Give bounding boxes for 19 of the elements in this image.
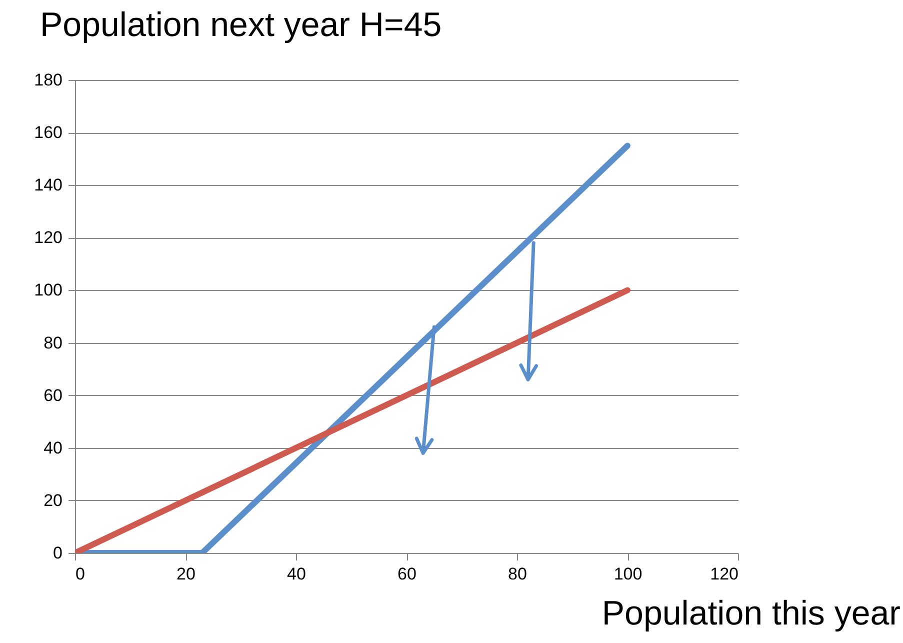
x-tick-label: 80 <box>508 564 527 584</box>
y-tick-label: 60 <box>44 386 62 405</box>
x-axis-title: Population this year <box>602 594 900 632</box>
y-tick-label: 180 <box>34 70 62 90</box>
y-tick-label: 40 <box>44 438 62 458</box>
y-tick-label: 160 <box>34 123 62 142</box>
chart-title: Population next year H=45 <box>40 6 442 44</box>
x-tick-label: 120 <box>710 564 738 584</box>
y-tick-label: 0 <box>53 544 62 562</box>
y-tick-label: 80 <box>44 333 62 352</box>
y-tick-label: 120 <box>34 228 62 248</box>
x-tick-label: 60 <box>398 564 416 584</box>
x-tick-label: 40 <box>287 564 306 584</box>
y-tick-label: 20 <box>44 490 62 510</box>
y-tick-label: 140 <box>34 176 62 195</box>
x-tick-label: 0 <box>76 564 85 584</box>
x-tick-label: 100 <box>614 564 642 584</box>
x-tick-label: 20 <box>176 564 196 584</box>
y-tick-label: 100 <box>34 280 62 300</box>
